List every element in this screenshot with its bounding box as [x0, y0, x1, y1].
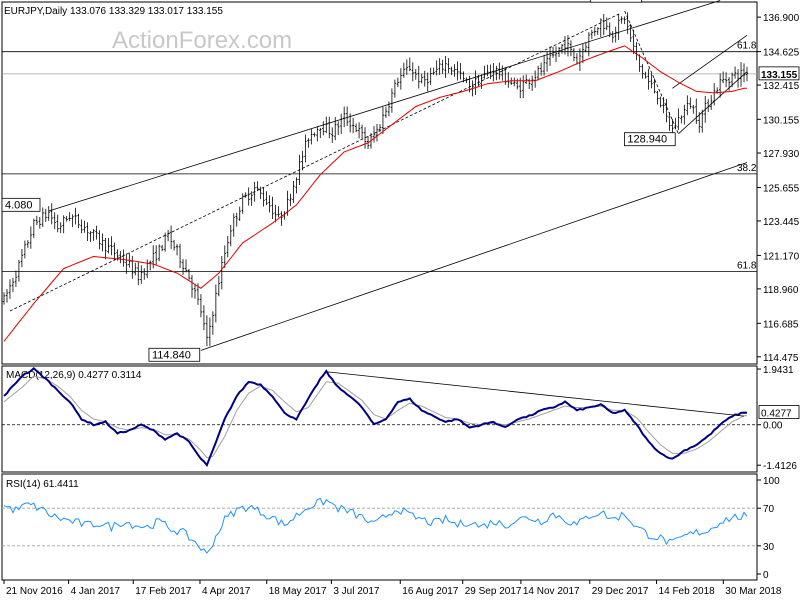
- fib-level-label: 61.8: [737, 261, 757, 272]
- x-tick-label: 17 Feb 2017: [135, 586, 192, 597]
- price-y-tick-label: 116.685: [763, 319, 799, 330]
- macd-value-tag: [758, 405, 800, 419]
- rsi-y-tick-label: 100: [763, 476, 780, 487]
- key-point-label: 128.940: [627, 134, 667, 146]
- rising-channel-lower: [678, 71, 748, 135]
- rsi-y-axis: 100 70 30 0: [757, 476, 780, 581]
- x-tick-label: 29 Sep 2017: [465, 586, 522, 597]
- rsi-y-tick-label: 30: [763, 542, 775, 553]
- macd-title: MACD(12,26,9) 0.4277 0.3114: [6, 370, 142, 381]
- price-panel: EURJPY,Daily 133.076 133.329 133.017 133…: [1, 0, 800, 365]
- middle-channel-line: [9, 13, 619, 312]
- x-tick-label: 4 Jan 2017: [71, 586, 121, 597]
- macd-y-tick-label: -1.4126: [763, 461, 797, 472]
- rising-channel-upper: [672, 34, 748, 89]
- x-tick-label: 14 Feb 2018: [659, 586, 716, 597]
- watermark: ActionForex.com: [112, 27, 292, 54]
- price-y-tick-label: 134.625: [763, 48, 800, 59]
- fib-level-label: 38.2: [737, 163, 757, 174]
- x-tick-label: 18 May 2017: [269, 586, 327, 597]
- macd-y-axis: 1.9431 0.00 -1.4126 0.4277: [757, 365, 800, 472]
- x-tick-label: 14 Nov 2017: [523, 586, 580, 597]
- price-y-tick-label: 123.445: [763, 217, 800, 228]
- lower-channel-line: [200, 162, 748, 351]
- x-tick-label: 3 Jul 2017: [333, 586, 380, 597]
- price-y-tick-label: 114.475: [763, 353, 799, 364]
- macd-y-tick-label: 0.00: [763, 421, 783, 432]
- moving-average-line: [3, 45, 747, 342]
- key-point-label: 137.490: [594, 0, 634, 2]
- rsi-panel: RSI(14) 61.4411 100 70 30 0: [1, 473, 780, 581]
- macd-panel-border: [1, 365, 758, 473]
- macd-trendline: [326, 371, 745, 417]
- fib-level-label: 61.8: [737, 41, 757, 52]
- chart-header: EURJPY,Daily 133.076 133.329 133.017 133…: [4, 6, 223, 17]
- price-overlays: 114.840 4.080 137.490 128.940 133.155: [1, 0, 800, 362]
- rsi-line: [3, 497, 748, 554]
- macd-panel: MACD(12,26,9) 0.4277 0.3114 1.9431 0.00 -1…: [1, 365, 800, 473]
- last-price-tag: [758, 66, 800, 81]
- price-y-tick-label: 121.170: [763, 251, 800, 262]
- x-tick-label: 16 Aug 2017: [402, 586, 459, 597]
- rsi-y-tick-label: 70: [763, 504, 775, 515]
- price-panel-border: [1, 1, 758, 365]
- x-tick-label: 29 Dec 2017: [592, 586, 649, 597]
- rsi-y-tick-label: 0: [763, 570, 769, 581]
- key-point-box: [624, 132, 676, 147]
- price-y-tick-label: 127.930: [763, 149, 800, 160]
- x-tick-label: 30 Mar 2018: [725, 586, 782, 597]
- rsi-title: RSI(14) 61.4411: [6, 479, 79, 490]
- key-point-box: [1, 197, 41, 212]
- x-tick-label: 4 Apr 2017: [202, 586, 251, 597]
- candles: [2, 12, 749, 347]
- price-y-tick-label: 136.900: [763, 13, 800, 24]
- macd-lines: [2, 366, 757, 468]
- key-point-box: [148, 347, 201, 362]
- price-y-tick-label: 130.155: [763, 115, 800, 126]
- key-point-label: 114.840: [152, 349, 191, 361]
- price-y-axis: 136.900 134.625 132.415 130.155 127.930 125.6…: [757, 13, 800, 364]
- x-axis: 21 Nov 2016 4 Jan 2017 17 Feb 2017 4 Apr 20…: [3, 580, 782, 597]
- price-y-tick-label: 118.960: [763, 285, 799, 296]
- key-point-label: 4.080: [5, 199, 33, 211]
- rsi-lines: [2, 497, 757, 554]
- macd-value-label: 0.4277: [761, 408, 792, 419]
- x-tick-label: 21 Nov 2016: [6, 586, 63, 597]
- last-price-label: 133.155: [761, 70, 798, 81]
- key-point-box: [590, 0, 642, 3]
- macd-y-tick-label: 1.9431: [763, 365, 794, 376]
- price-y-tick-label: 125.655: [763, 183, 800, 194]
- rsi-panel-border: [1, 473, 758, 581]
- macd-main-line: [3, 366, 748, 468]
- price-y-tick-label: 132.415: [763, 81, 800, 92]
- upper-channel-line: [48, 0, 721, 212]
